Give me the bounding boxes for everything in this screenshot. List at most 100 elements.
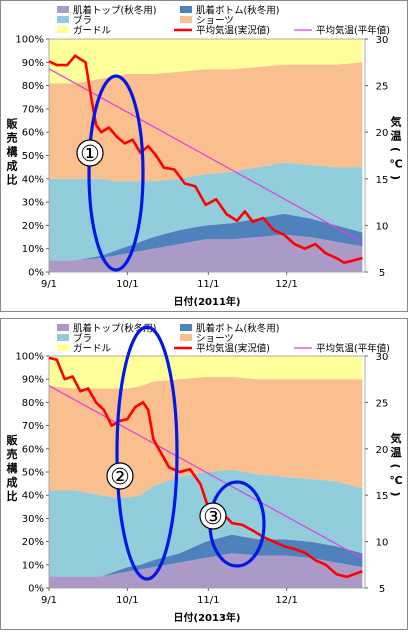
y-axis-title-char: 比 (7, 173, 18, 187)
y-tick-label: 90% (22, 58, 44, 69)
y2-tick-label: 20 (376, 445, 389, 456)
line-actual-temp (48, 356, 363, 579)
legend-swatch (57, 344, 69, 351)
area-series-1 (49, 553, 363, 588)
annotation-badge (106, 462, 134, 490)
y-tick-label: 60% (22, 444, 44, 455)
annotation-badge (76, 139, 104, 167)
legend-label: ショーツ (196, 334, 234, 345)
y2-tick-label: 5 (379, 584, 385, 595)
legend-swatch (180, 334, 192, 341)
y2-tick-label: 20 (376, 128, 389, 139)
x-axis-title: 日付(2011年) (174, 295, 241, 308)
legend-swatch (180, 16, 192, 23)
y2-axis-title-char: 温 (391, 445, 402, 459)
line-actual-temp (48, 54, 363, 264)
x-axis-title: 日付(2013年) (174, 611, 241, 624)
y2-axis-title-char: ( (389, 463, 402, 468)
x-tick-label: 12/1 (275, 279, 297, 290)
legend-swatch (57, 324, 69, 331)
legend-label: 肌着ボトム(秋冬用) (196, 5, 279, 17)
legend-swatch (180, 324, 192, 331)
y-axis-title-char: 売 (7, 447, 18, 461)
y-tick-label: 90% (22, 375, 44, 386)
legend-swatch (57, 6, 69, 13)
y2-tick-label: 15 (376, 491, 389, 502)
y-tick-label: 40% (22, 174, 44, 185)
y-tick-label: 0% (28, 584, 44, 595)
legend-label: ブラ (73, 15, 92, 27)
y-tick-label: 100% (15, 352, 44, 363)
annotation-label: ② (110, 465, 130, 490)
area-series-4 (49, 62, 363, 182)
y2-tick-label: 15 (376, 175, 389, 186)
y-tick-label: 0% (28, 268, 44, 279)
area-series-3 (49, 162, 363, 261)
legend-swatch (57, 16, 69, 23)
legend-label: 平均気温(平年値) (316, 343, 390, 355)
y-tick-label: 30% (22, 198, 44, 209)
y-tick-label: 20% (22, 537, 44, 548)
y-tick-label: 30% (22, 514, 44, 525)
y2-tick-label: 25 (376, 398, 389, 409)
y-axis-title-char: 構 (7, 145, 18, 159)
legend-label: 肌着トップ(秋冬用) (73, 5, 156, 17)
annotation-label: ③ (203, 505, 223, 530)
y-axis-title-char: 比 (7, 489, 18, 503)
y-tick-label: 80% (22, 81, 44, 92)
y-tick-label: 100% (15, 35, 44, 46)
y2-tick-label: 30 (376, 352, 389, 363)
y-tick-label: 10% (22, 244, 44, 255)
y2-axis-title-char: 気 (391, 115, 402, 129)
legend-swatch (57, 26, 69, 33)
y2-axis-title-char: ℃ (389, 474, 402, 487)
y-axis-title-char: 成 (7, 159, 18, 173)
y-tick-label: 80% (22, 398, 44, 409)
highlight-ellipse (87, 74, 145, 272)
x-tick-label: 10/1 (116, 279, 138, 290)
y2-axis-title-char: 気 (391, 431, 402, 445)
x-tick-label: 9/1 (41, 595, 57, 606)
y-axis-title-char: 構 (7, 461, 18, 475)
legend-label: ショーツ (196, 16, 234, 27)
y2-axis-title-char: ) (389, 491, 402, 496)
y2-axis-title-char: ( (389, 147, 402, 152)
legend-swatch (57, 334, 69, 341)
y2-tick-label: 5 (379, 268, 385, 279)
y-tick-label: 60% (22, 128, 44, 139)
line-normal-temp (48, 68, 363, 243)
y-tick-label: 50% (22, 468, 44, 479)
x-tick-label: 11/1 (197, 279, 219, 290)
area-series-5 (49, 39, 363, 84)
x-tick-label: 9/1 (41, 279, 57, 290)
highlight-ellipse (115, 325, 179, 581)
legend-swatch (180, 6, 192, 13)
y2-axis-title-char: 温 (391, 129, 402, 143)
legend-label: 平均気温(実況値) (196, 343, 270, 355)
annotation-label: ① (80, 142, 100, 167)
x-tick-label: 11/1 (197, 595, 219, 606)
legend-label: ガードル (73, 344, 112, 355)
y2-axis-title-char: ) (389, 175, 402, 180)
area-series-2 (49, 213, 363, 261)
legend-label: 平均気温(平年値) (316, 25, 390, 37)
y2-tick-label: 10 (376, 538, 389, 549)
y-tick-label: 50% (22, 151, 44, 162)
legend-label: ガードル (73, 26, 112, 37)
y-tick-label: 70% (22, 104, 44, 115)
legend-label: 肌着ボトム(秋冬用) (196, 323, 279, 335)
y-tick-label: 40% (22, 491, 44, 502)
legend-label: ブラ (73, 333, 92, 345)
x-tick-label: 12/1 (275, 595, 297, 606)
y-axis-title-char: 販 (7, 117, 19, 131)
y-axis-title-char: 売 (7, 131, 18, 145)
x-tick-label: 10/1 (116, 595, 138, 606)
legend-label: 肌着トップ(秋冬用) (73, 323, 156, 335)
y2-tick-label: 25 (376, 82, 389, 93)
y2-tick-label: 30 (376, 35, 389, 46)
y2-axis-title-char: ℃ (389, 158, 402, 171)
